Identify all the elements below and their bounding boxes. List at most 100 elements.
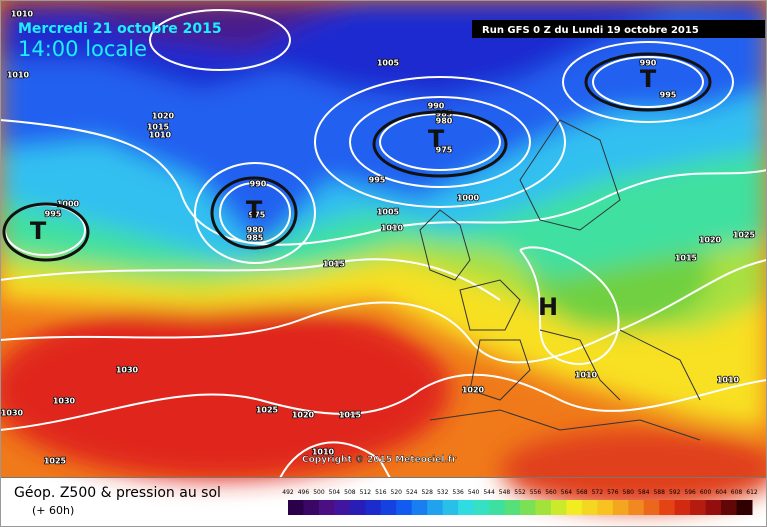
isobar-label: 1025 xyxy=(733,231,756,240)
scale-cell xyxy=(303,500,320,515)
scale-cell xyxy=(489,500,506,515)
scale-label: 496 xyxy=(298,489,310,496)
scale-label: 584 xyxy=(638,489,650,496)
scale-cell xyxy=(473,500,490,515)
isobar-label: 1020 xyxy=(699,236,722,245)
isobar-label: 1030 xyxy=(53,397,76,406)
isobar-label: 995 xyxy=(45,210,62,219)
scale-label: 548 xyxy=(499,489,511,496)
isobar-label: 1010 xyxy=(312,448,335,457)
scale-label: 540 xyxy=(468,489,480,496)
scale-cell xyxy=(318,500,335,515)
scale-label: 500 xyxy=(313,489,325,496)
scale-cell xyxy=(674,500,691,515)
scale-label: 536 xyxy=(452,489,464,496)
isobar-label: 1025 xyxy=(256,406,279,415)
scale-label: 564 xyxy=(561,489,573,496)
pressure-center: T xyxy=(640,65,657,93)
scale-cell xyxy=(349,500,366,515)
scale-cell xyxy=(581,500,598,515)
geopotential-field xyxy=(0,0,767,510)
run-label: Run GFS 0 Z du Lundi 19 octobre 2015 xyxy=(482,25,699,36)
isobar-label: 1005 xyxy=(377,59,400,68)
isobar-label: 1020 xyxy=(292,411,315,420)
coastlines xyxy=(419,119,701,441)
scale-cell xyxy=(504,500,521,515)
scale-label: 596 xyxy=(684,489,696,496)
scale-label: 516 xyxy=(375,489,387,496)
scale-label: 512 xyxy=(360,489,372,496)
scale-cell xyxy=(458,500,475,515)
isobar-label: 980 xyxy=(247,226,264,235)
footer-lead: (+ 60h) xyxy=(32,504,74,517)
isobar-label: 990 xyxy=(428,102,445,111)
isobar-label: 1025 xyxy=(44,457,67,466)
scale-label: 508 xyxy=(344,489,356,496)
scale-label: 528 xyxy=(421,489,433,496)
isobar-label: 990 xyxy=(250,180,267,189)
scale-label: 612 xyxy=(746,489,758,496)
isobar-label: 1000 xyxy=(457,194,480,203)
isobar-label: 1020 xyxy=(462,386,485,395)
scale-label: 544 xyxy=(483,489,495,496)
isobar-label: 1005 xyxy=(377,208,400,217)
isobar-label: 975 xyxy=(436,146,453,155)
scale-cell xyxy=(643,500,660,515)
scale-cell xyxy=(736,500,753,515)
scale-cell xyxy=(288,500,304,515)
scale-label: 560 xyxy=(545,489,557,496)
scale-cell xyxy=(535,500,552,515)
scale-label: 608 xyxy=(731,489,743,496)
date-label: Mercredi 21 octobre 2015 xyxy=(18,21,222,37)
scale-cell xyxy=(721,500,738,515)
isobar-label: 1015 xyxy=(147,123,170,132)
isobar-label: 1015 xyxy=(323,260,346,269)
color-scale: 492 496 500 504 508 512 516 520 524 528 532 536 540 5… xyxy=(282,489,758,515)
scale-cell xyxy=(566,500,583,515)
scale-cell xyxy=(628,500,645,515)
isobar-label: 1010 xyxy=(575,371,598,380)
scale-label: 588 xyxy=(653,489,665,496)
isobar-label: 1000 xyxy=(57,200,80,209)
isobar-label: 985 xyxy=(247,234,264,243)
time-label: 14:00 locale xyxy=(18,37,147,61)
isobar-label: 1010 xyxy=(381,224,404,233)
scale-cell xyxy=(396,500,413,515)
isobar-label: 1010 xyxy=(149,131,172,140)
isobar-label: 1015 xyxy=(675,254,698,263)
scale-cell xyxy=(380,500,397,515)
scale-cell xyxy=(365,500,382,515)
scale-label: 576 xyxy=(607,489,619,496)
scale-label: 556 xyxy=(530,489,542,496)
scale-cell xyxy=(442,500,459,515)
isobar-label: 980 xyxy=(436,117,453,126)
scale-cell xyxy=(705,500,722,515)
scale-label: 520 xyxy=(391,489,403,496)
isobar-label: 1030 xyxy=(1,409,24,418)
isobar-label: 995 xyxy=(369,176,386,185)
isobar-labels: 1010101010051020101510109909859809759951… xyxy=(0,9,756,467)
pressure-center: T xyxy=(30,217,47,245)
scale-label: 600 xyxy=(700,489,712,496)
scale-label: 572 xyxy=(592,489,604,496)
pressure-systems xyxy=(2,52,712,262)
isobar-label: 1020 xyxy=(152,112,175,121)
footer-title: Géop. Z500 & pression au sol xyxy=(14,485,221,501)
isobar-label: 1010 xyxy=(717,376,740,385)
scale-cell xyxy=(550,500,567,515)
isobar-label: 990 xyxy=(640,59,657,68)
scale-label: 604 xyxy=(715,489,727,496)
isobar-label: 1030 xyxy=(116,366,139,375)
scale-cell xyxy=(411,500,428,515)
isobar-label: 1015 xyxy=(339,411,362,420)
scale-label: 524 xyxy=(406,489,418,496)
scale-label: 532 xyxy=(437,489,449,496)
isobars xyxy=(0,9,767,479)
isobar-label: 985 xyxy=(436,110,453,119)
isobar-label: 975 xyxy=(249,211,266,220)
isobar-label: 995 xyxy=(660,91,677,100)
isobar-label: 1010 xyxy=(7,71,30,80)
pressure-center: H xyxy=(538,293,558,321)
scale-cell xyxy=(597,500,614,515)
